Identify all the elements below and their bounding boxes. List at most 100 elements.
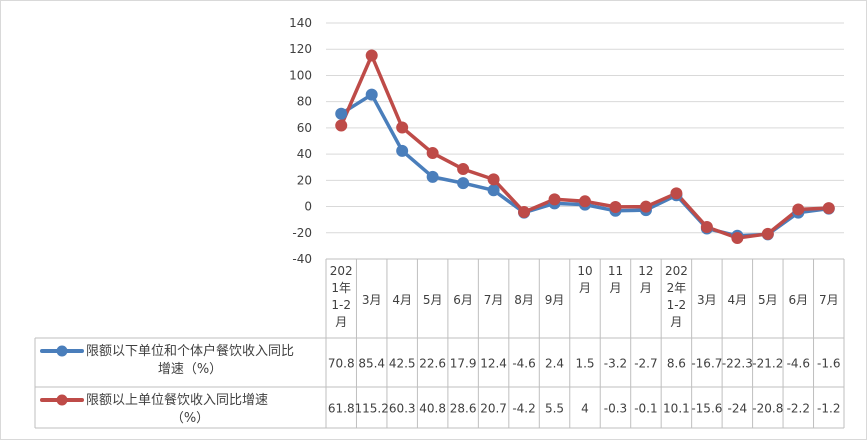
x-category-label: 6月 (788, 293, 808, 307)
x-category-label: 11 (608, 264, 623, 278)
data-point (487, 173, 500, 186)
x-category-label: 1-2 (667, 298, 687, 312)
data-value-label: 8.6 (667, 357, 686, 371)
x-category-label: 月 (579, 281, 591, 295)
legend-label: 增速（%） (158, 362, 222, 377)
data-value-label: 2.4 (545, 357, 564, 371)
data-value-label: 115.2 (355, 402, 389, 416)
data-value-label: -1.2 (817, 402, 840, 416)
data-point (457, 163, 470, 176)
y-tick-label: 80 (297, 95, 312, 109)
data-point (579, 195, 591, 208)
data-value-label: 40.8 (419, 402, 446, 416)
x-category-label: 9月 (545, 293, 565, 307)
x-category-label: 12 (638, 264, 653, 278)
data-value-label: -4.6 (512, 357, 535, 371)
legend-key-marker (56, 394, 68, 406)
x-category-label: 5月 (423, 293, 443, 307)
data-value-label: -16.7 (691, 357, 722, 371)
x-category-label: 月 (670, 315, 682, 329)
x-category-label: 3月 (362, 293, 382, 307)
data-value-label: 10.1 (663, 402, 690, 416)
data-value-label: 1.5 (575, 357, 594, 371)
data-value-label: 5.5 (545, 402, 564, 416)
legend-label: 限额以上单位餐饮收入同比增速 (86, 392, 268, 408)
y-axis-tick-labels: 140 120 100 80 60 40 20 0 -20 -40 (289, 16, 312, 266)
y-tick-label: 0 (304, 200, 312, 214)
x-category-label: 202 (665, 264, 688, 278)
y-tick-label: 100 (289, 68, 312, 82)
data-point (822, 202, 835, 215)
y-tick-label: 140 (289, 16, 312, 30)
legend-key-marker (56, 345, 68, 357)
y-tick-label: -40 (292, 252, 312, 266)
data-point (426, 147, 439, 160)
x-category-label: 月 (609, 281, 621, 295)
y-tick-label: 120 (289, 42, 312, 56)
x-category-label: 3月 (697, 293, 717, 307)
data-value-label: -2.7 (634, 357, 657, 371)
legend-label: 限额以下单位和个体户餐饮收入同比 (86, 343, 294, 359)
data-value-label: -1.6 (817, 357, 840, 371)
x-category-label: 202 (330, 264, 353, 278)
data-point (335, 119, 348, 132)
data-point (731, 232, 744, 245)
data-value-label: 28.6 (450, 402, 477, 416)
x-category-label: 7月 (484, 293, 504, 307)
data-value-label: -24 (728, 402, 748, 416)
data-point (396, 144, 409, 157)
data-point (365, 49, 378, 62)
data-value-label: 22.6 (419, 357, 446, 371)
data-point (670, 187, 683, 200)
data-point (548, 193, 561, 206)
data-point (792, 203, 805, 216)
x-category-label: 1-2 (331, 298, 351, 312)
data-point (365, 88, 378, 101)
data-value-label: 12.4 (480, 357, 507, 371)
data-point (457, 177, 470, 190)
x-category-label: 2年 (667, 281, 687, 295)
x-category-label: 月 (335, 315, 347, 329)
data-value-label: 61.8 (328, 402, 355, 416)
y-tick-label: 60 (297, 121, 312, 135)
x-category-label: 4月 (728, 293, 748, 307)
data-value-label: -3.2 (604, 357, 627, 371)
x-category-label: 6月 (453, 293, 473, 307)
data-value-label: -4.2 (512, 402, 535, 416)
data-point (396, 121, 409, 134)
y-tick-label: -20 (292, 226, 312, 240)
data-value-label: -22.3 (722, 357, 753, 371)
x-category-label: 月 (640, 281, 652, 295)
data-value-label: -15.6 (691, 402, 722, 416)
data-value-label: -4.6 (787, 357, 810, 371)
data-value-label: 4 (581, 402, 589, 416)
data-point (700, 221, 713, 234)
data-value-label: -0.3 (604, 402, 627, 416)
y-tick-label: 20 (297, 173, 312, 187)
data-value-label: -21.2 (752, 357, 783, 371)
x-category-label: 5月 (758, 293, 778, 307)
data-value-label: -20.8 (752, 402, 783, 416)
data-point (761, 227, 774, 240)
data-point (487, 184, 500, 197)
data-point (426, 170, 439, 183)
data-point (639, 200, 652, 213)
x-category-label: 7月 (819, 293, 839, 307)
data-value-label: -0.1 (634, 402, 657, 416)
x-category-label: 4月 (392, 293, 412, 307)
data-value-label: 20.7 (480, 402, 507, 416)
y-tick-label: 40 (297, 147, 312, 161)
data-value-label: 85.4 (358, 357, 385, 371)
data-value-label: 17.9 (450, 357, 477, 371)
x-category-label: 8月 (514, 293, 534, 307)
data-point (335, 107, 348, 120)
data-value-label: 60.3 (389, 402, 416, 416)
x-category-label: 10 (577, 264, 592, 278)
x-category-label: 1年 (331, 281, 351, 295)
data-value-label: -2.2 (787, 402, 810, 416)
legend-label: （%） (171, 411, 209, 426)
series-lines (335, 49, 835, 245)
